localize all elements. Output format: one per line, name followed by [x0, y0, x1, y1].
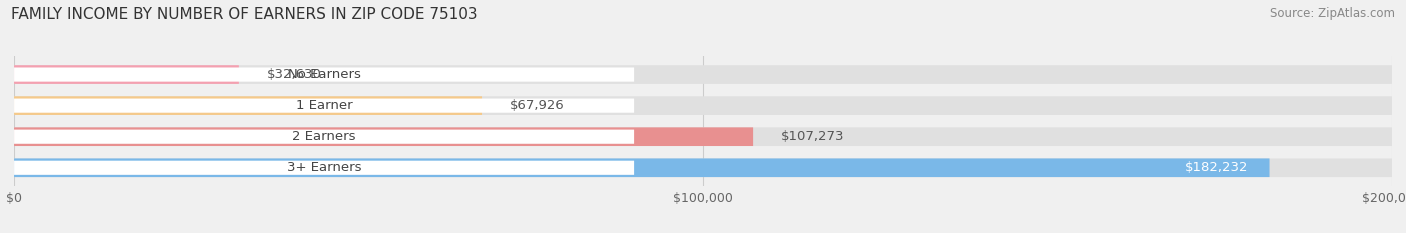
FancyBboxPatch shape: [14, 130, 634, 144]
FancyBboxPatch shape: [14, 68, 634, 82]
Text: FAMILY INCOME BY NUMBER OF EARNERS IN ZIP CODE 75103: FAMILY INCOME BY NUMBER OF EARNERS IN ZI…: [11, 7, 478, 22]
FancyBboxPatch shape: [14, 65, 1392, 84]
Text: $182,232: $182,232: [1185, 161, 1249, 174]
FancyBboxPatch shape: [14, 65, 239, 84]
Text: No Earners: No Earners: [288, 68, 360, 81]
FancyBboxPatch shape: [14, 161, 634, 175]
Text: Source: ZipAtlas.com: Source: ZipAtlas.com: [1270, 7, 1395, 20]
FancyBboxPatch shape: [14, 158, 1392, 177]
FancyBboxPatch shape: [14, 96, 482, 115]
FancyBboxPatch shape: [14, 127, 754, 146]
Text: 2 Earners: 2 Earners: [292, 130, 356, 143]
FancyBboxPatch shape: [14, 127, 1392, 146]
Text: $107,273: $107,273: [780, 130, 844, 143]
Text: $32,630: $32,630: [266, 68, 322, 81]
Text: 1 Earner: 1 Earner: [295, 99, 353, 112]
FancyBboxPatch shape: [14, 96, 1392, 115]
FancyBboxPatch shape: [14, 158, 1270, 177]
Text: $67,926: $67,926: [509, 99, 564, 112]
Text: 3+ Earners: 3+ Earners: [287, 161, 361, 174]
FancyBboxPatch shape: [14, 99, 634, 113]
